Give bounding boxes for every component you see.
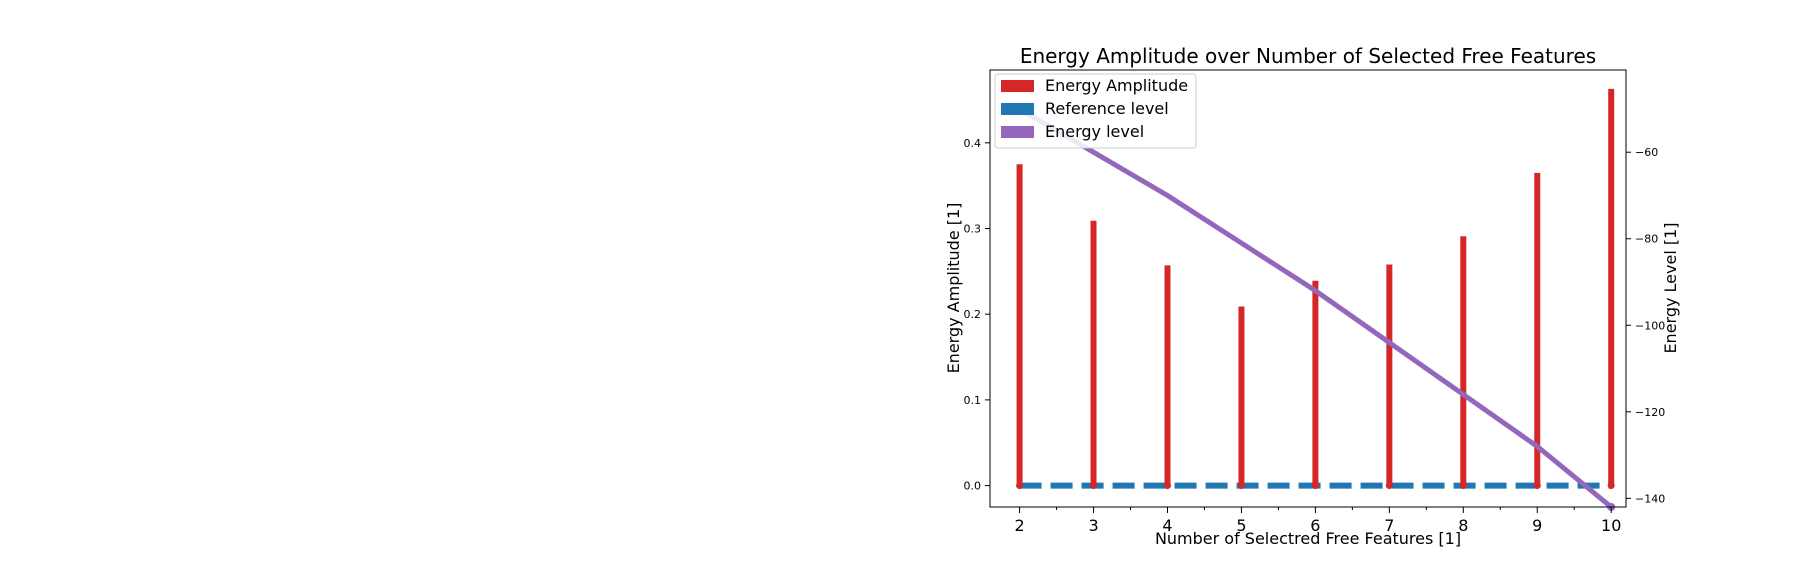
- y2-axis-label: Energy Level [1]: [1661, 222, 1680, 353]
- x-tick-label-6: 8: [1458, 516, 1468, 535]
- x-tick-label-3: 5: [1236, 516, 1246, 535]
- legend-label-reference: Reference level: [1045, 99, 1169, 118]
- legend: Energy Amplitude Reference level Energy …: [994, 73, 1197, 149]
- legend-swatch-reference: [1001, 103, 1034, 115]
- amplitude-stem-base-7: [1385, 482, 1393, 490]
- amplitude-stem-base-5: [1237, 482, 1245, 490]
- plot-frame: [989, 69, 1627, 508]
- amplitude-stem-base-4: [1163, 482, 1171, 490]
- chart-title: Energy Amplitude over Number of Selected…: [1020, 44, 1596, 68]
- x-tick-label-4: 6: [1310, 516, 1320, 535]
- x-tick-label-8: 10: [1601, 516, 1621, 535]
- right-tick-label-4: −140: [1635, 492, 1665, 505]
- amplitude-stem-base-8: [1459, 482, 1467, 490]
- x-tick-label-5: 7: [1384, 516, 1394, 535]
- left-tick-label-2: 0.2: [964, 308, 982, 321]
- x-tick-label-2: 4: [1162, 516, 1172, 535]
- right-tick-label-1: −80: [1635, 233, 1658, 246]
- left-tick-label-4: 0.4: [964, 137, 982, 150]
- amplitude-stem-base-9: [1533, 482, 1541, 490]
- energy-level-line: [1017, 106, 1614, 510]
- right-tick-label-2: −100: [1635, 319, 1665, 332]
- legend-swatch-energy-level: [1001, 126, 1034, 138]
- legend-box: [994, 73, 1197, 149]
- right-tick-label-3: −120: [1635, 406, 1665, 419]
- left-tick-label-3: 0.3: [964, 223, 982, 236]
- x-tick-label-7: 9: [1532, 516, 1542, 535]
- legend-label-amplitude: Energy Amplitude: [1045, 76, 1188, 95]
- x-tick-label-0: 2: [1014, 516, 1024, 535]
- x-axis: 2 3 4 5 6 7 8 9 10: [1014, 507, 1621, 535]
- left-tick-label-0: 0.0: [964, 480, 982, 493]
- amplitude-stem-base-10: [1607, 482, 1615, 490]
- series-layer: [1016, 88, 1616, 511]
- y-axis-label: Energy Amplitude [1]: [944, 203, 963, 374]
- right-tick-label-0: −60: [1635, 146, 1658, 159]
- x-axis-label: Number of Selectred Free Features [1]: [1155, 529, 1461, 548]
- amplitude-stem-base-2: [1016, 482, 1024, 490]
- legend-label-energy-level: Energy level: [1045, 122, 1144, 141]
- x-tick-label-1: 3: [1088, 516, 1098, 535]
- amplitude-stem-base-6: [1311, 482, 1319, 490]
- left-axis: 0.0 0.1 0.2 0.3 0.4: [964, 137, 990, 493]
- left-tick-label-1: 0.1: [964, 394, 982, 407]
- right-axis: −60 −80 −100 −120 −140: [1626, 146, 1665, 505]
- legend-swatch-amplitude: [1001, 80, 1034, 92]
- amplitude-stem-base-3: [1090, 482, 1098, 490]
